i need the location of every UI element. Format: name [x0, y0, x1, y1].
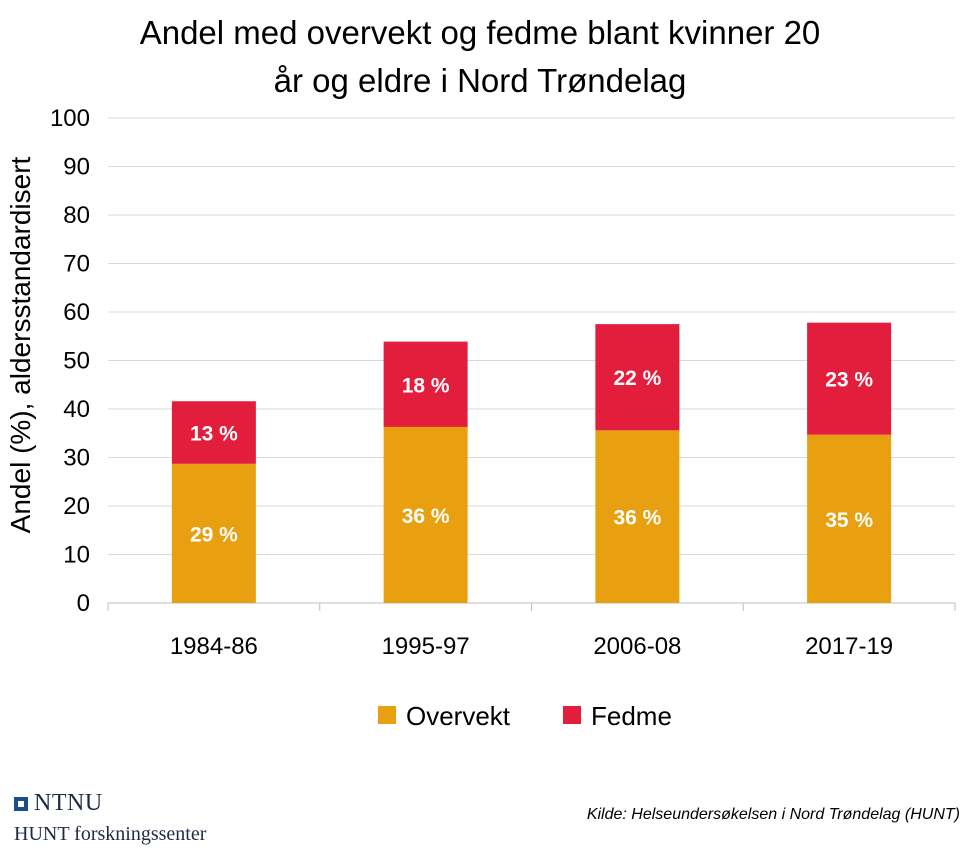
- bar-fedme-2006-08: [595, 324, 680, 431]
- bar-fedme-2017-19: [807, 322, 892, 435]
- chart-title-line-1: Andel med overvekt og fedme blant kvinne…: [140, 14, 821, 51]
- data-label: 18 %: [402, 374, 450, 397]
- data-label: 29 %: [190, 523, 238, 546]
- bar-fedme-1995-97: [383, 341, 468, 427]
- x-tick-labels: 1984-86 1995-97 2006-08 2017-19: [107, 603, 956, 660]
- bar-overvekt-2017-19: [807, 434, 892, 603]
- stacked-bar-chart: Andel med overvekt og fedme blant kvinne…: [5, 14, 956, 731]
- y-tick-label: 30: [63, 445, 90, 472]
- legend-label-fedme: Fedme: [591, 701, 672, 731]
- data-label: 13 %: [190, 423, 238, 446]
- y-tick-labels: 0 10 20 30 40 50 60 70 80 90 100: [50, 105, 90, 617]
- y-tick-label: 40: [63, 396, 90, 423]
- ntnu-logo: NTNU HUNT forskningssenter: [14, 790, 206, 846]
- data-label: 22 %: [613, 367, 661, 390]
- legend-label-overvekt: Overvekt: [406, 701, 511, 731]
- y-tick-label: 20: [63, 493, 90, 520]
- y-tick-label: 80: [63, 202, 90, 229]
- data-label: 36 %: [402, 505, 450, 528]
- legend-swatch-overvekt: [378, 706, 396, 724]
- data-label: 23 %: [825, 369, 873, 392]
- y-tick-label: 90: [63, 154, 90, 181]
- source-note: Kilde: Helseundersøkelsen i Nord Trøndel…: [586, 806, 960, 823]
- data-label: 35 %: [825, 509, 873, 532]
- bar-fedme-1984-86: [171, 401, 256, 464]
- x-tick-label: 1995-97: [382, 633, 470, 660]
- legend-swatch-fedme: [563, 706, 581, 724]
- data-label: 36 %: [613, 507, 661, 530]
- bar-overvekt-1984-86: [171, 463, 256, 603]
- x-tick-label: 2006-08: [593, 633, 681, 660]
- ntnu-logo-text: NTNU: [34, 790, 103, 816]
- ntnu-square-icon: [14, 796, 28, 811]
- y-tick-label: 50: [63, 348, 90, 375]
- y-axis-label: Andel (%), aldersstandardisert: [5, 156, 36, 533]
- x-tick-label: 1984-86: [170, 633, 258, 660]
- legend: Overvekt Fedme: [378, 701, 672, 731]
- y-tick-label: 100: [50, 105, 90, 132]
- bar-overvekt-1995-97: [383, 426, 468, 603]
- hunt-logo-text: HUNT forskningssenter: [14, 823, 207, 845]
- bar-overvekt-2006-08: [595, 430, 680, 603]
- chart-title-line-2: år og eldre i Nord Trøndelag: [274, 62, 687, 99]
- x-tick-label: 2017-19: [805, 633, 893, 660]
- y-tick-label: 70: [63, 251, 90, 278]
- y-tick-label: 60: [63, 299, 90, 326]
- y-tick-label: 10: [63, 542, 90, 569]
- bars: 29 % 13 % 36 % 18 % 36 % 22 % 35 % 23 %: [171, 322, 892, 603]
- y-tick-label: 0: [77, 590, 90, 617]
